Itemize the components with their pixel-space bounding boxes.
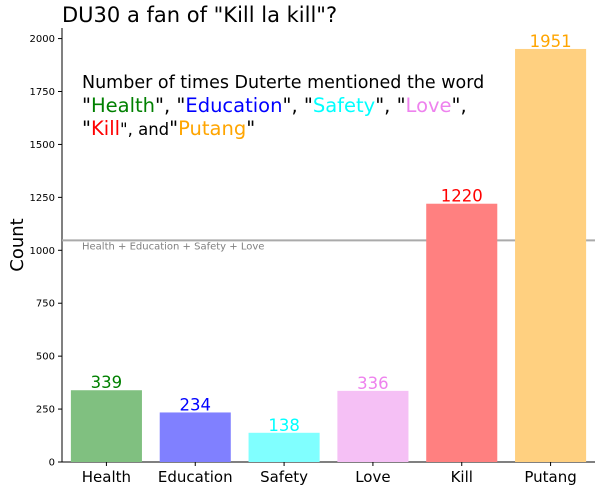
x-tick-label: Putang [524, 468, 576, 486]
bar-education [159, 412, 231, 462]
annotation-word: Safety [312, 94, 376, 117]
y-tick-label: 1250 [30, 193, 55, 204]
annotation-word: ", " [155, 94, 186, 117]
annotation-word: Education [185, 94, 283, 117]
annotation-word: " [82, 94, 91, 117]
y-tick-label: 1500 [30, 140, 55, 151]
axes-group: 0 250 500 750 1000 1250 1500 1750 2000 Count Healt… [7, 28, 595, 486]
annotation-word: " [246, 117, 256, 140]
bar-love [337, 390, 409, 462]
y-tick-label: 250 [36, 405, 55, 416]
annotation-word: Kill [90, 117, 121, 140]
value-label: 336 [357, 374, 389, 393]
value-label: 1951 [530, 32, 572, 51]
bar-health [70, 390, 142, 462]
annotation-word: Health [90, 94, 156, 117]
value-label: 234 [180, 395, 212, 414]
y-tick-label: 750 [36, 299, 55, 310]
y-tick-label: 500 [36, 352, 55, 363]
value-label: 1220 [441, 187, 483, 206]
annotation-word: ", and [120, 120, 170, 139]
bars-group [70, 48, 587, 463]
annotation-word: " [169, 117, 179, 140]
y-tick-label: 0 [49, 458, 55, 469]
annotation-word: Love [405, 94, 452, 117]
reference-line-label: Health + Education + Safety + Love [82, 241, 264, 252]
annotation-word: Putang [178, 117, 247, 140]
value-label: 339 [91, 373, 123, 392]
x-tick-label: Kill [451, 468, 473, 486]
y-tick-label: 2000 [30, 34, 55, 45]
value-label: 138 [268, 416, 300, 435]
y-axis-label: Count [7, 218, 28, 271]
annotation-word: " [82, 117, 91, 140]
bar-safety [248, 432, 320, 462]
bar-putang [515, 48, 587, 463]
value-labels-group: 339 234 138 336 1220 1951 [91, 32, 572, 435]
annotation-line-3: "Kill", and"Putang" [82, 117, 255, 140]
annotation-line-1: Number of times Duterte mentioned the wo… [82, 73, 485, 93]
annotation-word: ", " [282, 94, 313, 117]
annotation-line-2: "Health", "Education", "Safety", "Love", [82, 94, 467, 117]
chart-title: DU30 a fan of "Kill la kill"? [62, 3, 338, 27]
y-tick-label: 1000 [30, 246, 55, 257]
y-tick-label: 1750 [30, 87, 55, 98]
x-tick-label: Love [355, 468, 390, 486]
bar-kill [426, 203, 498, 462]
annotation-word: ", " [375, 94, 406, 117]
annotation-word: ", [451, 94, 467, 117]
x-tick-label: Health [82, 468, 131, 486]
x-tick-label: Safety [260, 468, 308, 486]
x-tick-label: Education [158, 468, 233, 486]
